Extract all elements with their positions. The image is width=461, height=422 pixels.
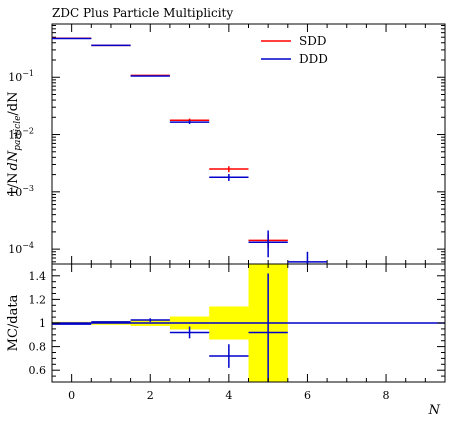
main-y-tick-label: 10−3 (8, 184, 34, 199)
main-data (52, 37, 328, 264)
legend-sdd-label: SDD (299, 34, 326, 48)
main-y-tick-label: 10−4 (8, 241, 34, 256)
y-tick-exponent: −1 (22, 69, 34, 78)
ratio-y-tick-label: 1 (39, 317, 46, 330)
main-y-tick-label: 10−1 (8, 69, 34, 84)
main-frame (51, 23, 446, 265)
y-tick-base: 10 (8, 186, 22, 199)
ratio-x-ticks: 0 2 4 6 8 (68, 264, 426, 402)
legend: SDD DDD (261, 34, 328, 66)
x-tick-label: 8 (383, 389, 390, 402)
main-y-axis-label: 1/N dNparticle/dN (6, 92, 23, 197)
y-tick-exponent: −3 (22, 184, 34, 193)
x-tick-label: 6 (304, 389, 311, 402)
ratio-y-tick-label: 0.8 (29, 341, 47, 354)
y-tick-base: 10 (8, 71, 22, 84)
x-tick-label: 4 (225, 389, 232, 402)
main-y-tick-label: 10−2 (8, 127, 34, 142)
ylabel-pre: 1/N (6, 172, 21, 196)
y-tick-base: 10 (8, 243, 22, 256)
main-panel: 10−110−210−310−4 1/NdNparticle/dN SDD DD… (6, 23, 446, 265)
y-tick-base: 10 (8, 129, 22, 142)
ratio-y-tick-label: 1.2 (29, 293, 47, 306)
ratio-y-tick-label: 0.6 (29, 364, 47, 377)
ratio-y-tick-label: 1.4 (29, 270, 47, 283)
y-tick-exponent: −4 (22, 241, 34, 250)
legend-ddd-label: DDD (299, 52, 328, 66)
x-tick-label: 2 (147, 389, 154, 402)
ylabel-sub: particle (13, 116, 23, 151)
x-tick-label: 0 (68, 389, 75, 402)
ratio-y-ticks: 0.6 0.8 1 1.2 1.4 (29, 269, 445, 377)
ratio-y-axis-label: MC/data (6, 294, 21, 351)
main-x-ticks (71, 24, 426, 264)
ratio-data (52, 273, 445, 382)
ylabel-post: /dN (6, 92, 21, 116)
y-tick-exponent: −2 (22, 127, 34, 136)
chart-title: ZDC Plus Particle Multiplicity (52, 6, 233, 20)
ylabel-mid: dN (6, 150, 21, 170)
x-axis-label: N (428, 403, 441, 418)
main-y-ticks: 10−110−210−310−4 (8, 25, 445, 263)
ratio-panel: 0.6 0.8 1 1.2 1.4 0 2 4 6 8 MC/data N (6, 263, 446, 418)
